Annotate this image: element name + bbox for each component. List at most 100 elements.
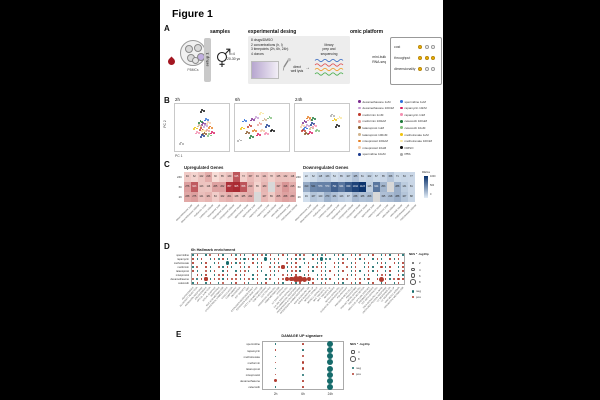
heatmap-value: 135 [276,175,281,179]
heatmap-value: 210 [248,185,253,189]
pca-point [311,127,314,130]
enrichment-dot [325,266,327,268]
pca-point [299,126,302,128]
enrichment-dot [192,258,194,260]
heatmap-cell: 65 [254,182,261,192]
heatmap-row-label: 2h [178,195,182,199]
enrichment-dot [256,270,258,272]
design-box: 8 drugs/DMSO 2 concentrations (h, l) 3 t… [248,36,350,84]
pca-point [317,129,320,132]
enrichment-dot [192,282,194,284]
enrichment-dot [235,270,237,272]
heatmap-value: 275 [192,195,197,199]
enrichment-dot [218,262,220,264]
enrichment-dot [226,270,229,272]
heatmap-cell: 905 [233,182,240,192]
pca-y-axis-label: PC 2 [162,120,167,128]
pca-legend-label: spermidine 10uM [362,152,386,157]
heatmap-cell: 141 [198,192,205,202]
heatmap-value: 262 [220,185,225,189]
size-legend-value: 2 [419,261,421,266]
enrichment-dot [338,258,340,260]
pca-point [257,132,259,135]
enrichment-dot [329,270,331,272]
pca-point [265,119,268,121]
enrichment-dot [269,254,271,256]
enrichment-dot [380,265,383,269]
heatmap-value: 122 [199,175,204,179]
pca-point [210,126,213,129]
neg-legend-dot [411,290,415,293]
omic-header: omic platform [350,29,384,35]
enrichment-dot [239,266,241,268]
heatmap-cell: 849 [345,182,352,192]
pca-point [205,132,208,135]
library-line: sequencing [320,51,338,56]
enrichment-dot [248,270,250,272]
gender-symbol-icon [216,48,231,67]
pos-legend-label: pos [416,294,421,299]
enrichment-dot [231,282,233,284]
enrichment-dot [367,266,370,268]
heatmap-value: 116 [206,185,211,189]
pca-point [206,135,209,137]
enrichment-dot [222,254,224,256]
pca-point [203,131,206,134]
enrichment-dot [204,277,208,281]
heatmap-value: 222 [248,195,253,199]
enrichment-dot [338,282,340,284]
enrichment-dot [324,257,328,261]
enrichment-dot [376,262,378,264]
enrichment-dot [243,262,246,264]
enrichment-dot [329,278,331,280]
heatmap-cell: 180 [261,182,268,192]
enrichment-dot [355,274,357,276]
enrichment-dot [281,277,285,281]
neg-legend-label: neg [416,289,422,294]
enrichment-dot [260,262,263,264]
colorbar-tick: 1000 [430,174,436,178]
enrichment-dot [367,277,370,281]
heatmap-cell: 89 [268,192,275,202]
enrichment-dot [209,282,211,284]
heatmap-cell: 230 [289,192,296,202]
enrichment-dot [295,270,297,272]
pca-point [199,111,202,113]
pca-point [261,128,263,131]
sig-dot [302,380,304,382]
enrichment-dot [389,270,391,272]
enrichment-dot [268,265,272,269]
enrichment-dot [269,258,271,260]
enrichment-dot [389,274,391,276]
enrichment-dot [278,258,280,260]
enrichment-dot [397,274,400,276]
heatmap-cell: 77 [408,172,415,182]
enrichment-dot [299,254,301,256]
enrichment-dot [205,270,207,272]
enrichment-dot [217,274,220,276]
enrichment-dot [342,262,344,264]
enrichment-dot [256,254,258,256]
enrichment-dot [312,258,314,260]
heatmap-cell: 158 [387,172,394,182]
heatmap-cell: 81 [408,182,415,192]
heatmap-value: 623 [192,185,197,189]
enrichment-dot [333,262,336,264]
enrichment-dot [205,274,207,276]
score-dot-empty [424,67,429,72]
pca-point [198,123,200,126]
enrichment-dot [192,262,194,264]
enrichment-dot [290,270,293,272]
pca-point [207,129,210,132]
heatmap-value: 132 [283,175,288,179]
enrichment-dot [286,266,288,268]
pca-legend-label: rapamycin 1nM [404,112,426,117]
enrichment-dot [301,276,307,282]
enrichment-dot [226,274,229,276]
pca-point [207,127,210,130]
pca-point [241,126,243,129]
heatmap-cell: 205 [275,192,282,202]
pca-point [202,135,205,138]
heatmap-cell: 62 [191,172,198,182]
